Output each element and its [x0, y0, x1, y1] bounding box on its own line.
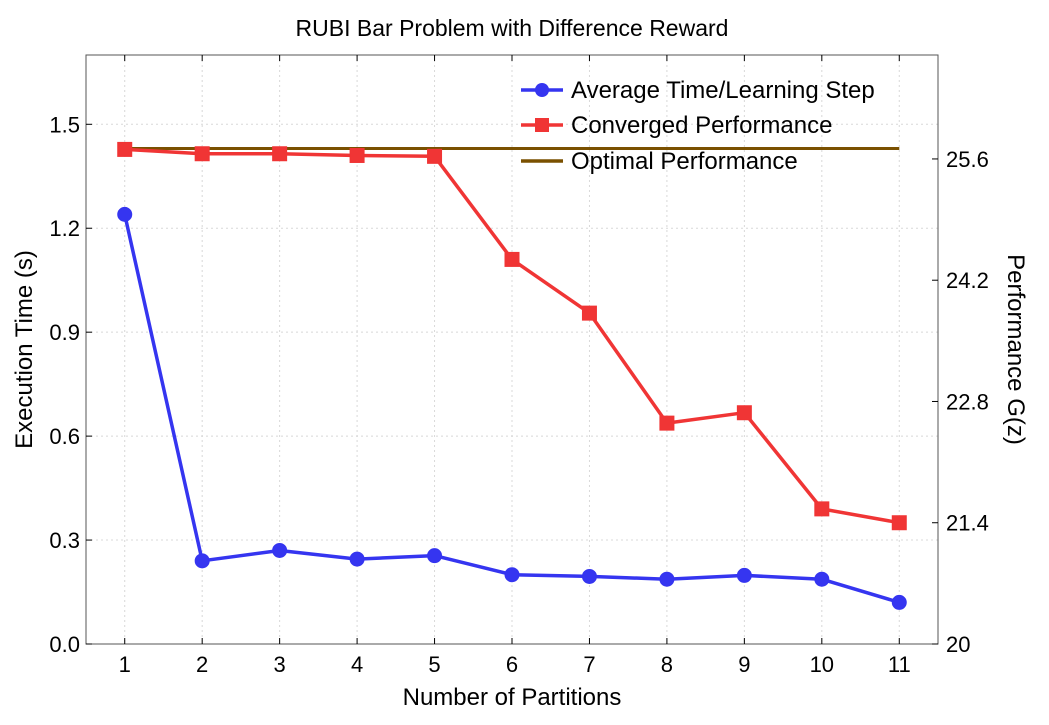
x-tick-label: 10 [810, 652, 834, 677]
y2-axis-label: Performance G(z) [1002, 254, 1029, 445]
x-tick-label: 3 [274, 652, 286, 677]
data-point [117, 141, 133, 157]
data-point [427, 548, 443, 564]
y-tick-label: 1.2 [49, 216, 80, 241]
y-axis-label: Execution Time (s) [11, 250, 38, 449]
data-point [272, 146, 288, 162]
legend-label: Optimal Performance [571, 148, 798, 175]
x-axis-label: Number of Partitions [403, 684, 622, 711]
legend-swatch-marker [535, 118, 549, 132]
data-point [194, 146, 210, 162]
legend-item-2: Optimal Performance [521, 148, 798, 175]
y-tick-label: 0.9 [49, 320, 80, 345]
legend: Average Time/Learning Step Converged Perf… [521, 77, 875, 175]
data-point [272, 542, 288, 558]
x-tick-label: 9 [738, 652, 750, 677]
x-tick-label: 6 [506, 652, 518, 677]
legend-item-0: Average Time/Learning Step [521, 77, 875, 104]
x-tick-label: 5 [428, 652, 440, 677]
ticks-layer: 1 2 3 4 5 6 7 8 9 10 11 0.0 0.3 0.6 0.9 1.2 1.5 20 21.4 22.… [49, 55, 989, 677]
data-point [814, 571, 830, 587]
series-line [122, 214, 900, 605]
y2-tick-label: 24.2 [946, 268, 989, 293]
grid-layer [86, 55, 938, 645]
data-point [736, 567, 752, 583]
legend-label: Average Time/Learning Step [571, 77, 875, 104]
data-point [504, 251, 520, 267]
data-point [194, 553, 210, 569]
x-tick-label: 1 [119, 652, 131, 677]
data-point [581, 568, 597, 584]
x-tick-label: 11 [888, 652, 911, 677]
data-point [891, 594, 907, 610]
x-tick-label: 7 [583, 652, 595, 677]
y2-tick-label: 21.4 [946, 511, 989, 536]
y2-tick-label: 20 [946, 632, 970, 657]
y-tick-label: 0.6 [49, 424, 80, 449]
x-tick-label: 8 [661, 652, 673, 677]
data-point [659, 415, 675, 431]
series-layer [117, 141, 907, 610]
series-1 [117, 141, 907, 531]
data-point [891, 515, 907, 531]
y2-tick-label: 25.6 [946, 147, 989, 172]
legend-swatch-marker [535, 83, 549, 97]
chart-title: RUBI Bar Problem with Difference Reward [296, 15, 729, 41]
x-tick-label: 2 [196, 652, 208, 677]
data-point [427, 148, 443, 164]
data-point [736, 405, 752, 421]
data-point [814, 501, 830, 517]
legend-item-1: Converged Performance [521, 112, 832, 139]
data-point [659, 571, 675, 587]
series-0 [117, 206, 907, 610]
y2-tick-label: 22.8 [946, 389, 989, 414]
data-point [349, 147, 365, 163]
legend-label: Converged Performance [571, 112, 832, 139]
data-point [504, 567, 520, 583]
y-tick-label: 0.0 [49, 632, 80, 657]
y-tick-label: 0.3 [49, 528, 80, 553]
data-point [581, 305, 597, 321]
y-tick-label: 1.5 [49, 112, 80, 137]
data-point [117, 206, 133, 222]
x-tick-label: 4 [351, 652, 363, 677]
data-point [349, 551, 365, 567]
